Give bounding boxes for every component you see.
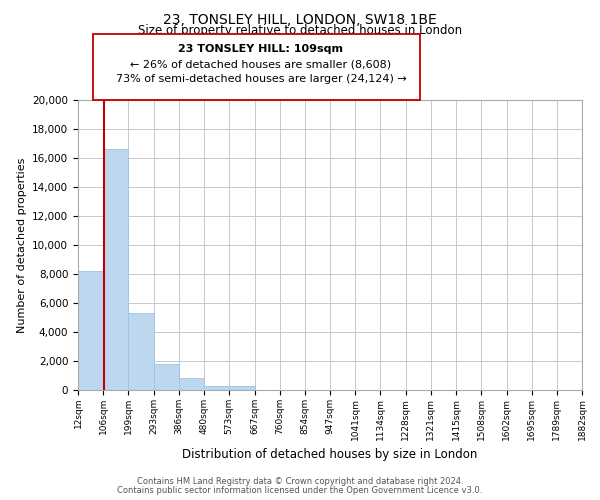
Text: 23 TONSLEY HILL: 109sqm: 23 TONSLEY HILL: 109sqm (179, 44, 343, 54)
Bar (78, 271, 103, 390)
Bar (103, 150, 128, 390)
Bar (154, 364, 179, 390)
Text: 73% of semi-detached houses are larger (24,124) →: 73% of semi-detached houses are larger (… (116, 74, 406, 85)
Text: 23, TONSLEY HILL, LONDON, SW18 1BE: 23, TONSLEY HILL, LONDON, SW18 1BE (163, 12, 437, 26)
Y-axis label: Number of detached properties: Number of detached properties (17, 158, 26, 332)
Text: Size of property relative to detached houses in London: Size of property relative to detached ho… (138, 24, 462, 37)
Text: Contains public sector information licensed under the Open Government Licence v3: Contains public sector information licen… (118, 486, 482, 495)
Text: ← 26% of detached houses are smaller (8,608): ← 26% of detached houses are smaller (8,… (130, 60, 392, 70)
X-axis label: Distribution of detached houses by size in London: Distribution of detached houses by size … (182, 448, 478, 461)
Bar (179, 378, 204, 390)
Bar (229, 386, 254, 390)
Bar (204, 386, 229, 390)
Bar (128, 313, 154, 390)
Text: Contains HM Land Registry data © Crown copyright and database right 2024.: Contains HM Land Registry data © Crown c… (137, 477, 463, 486)
